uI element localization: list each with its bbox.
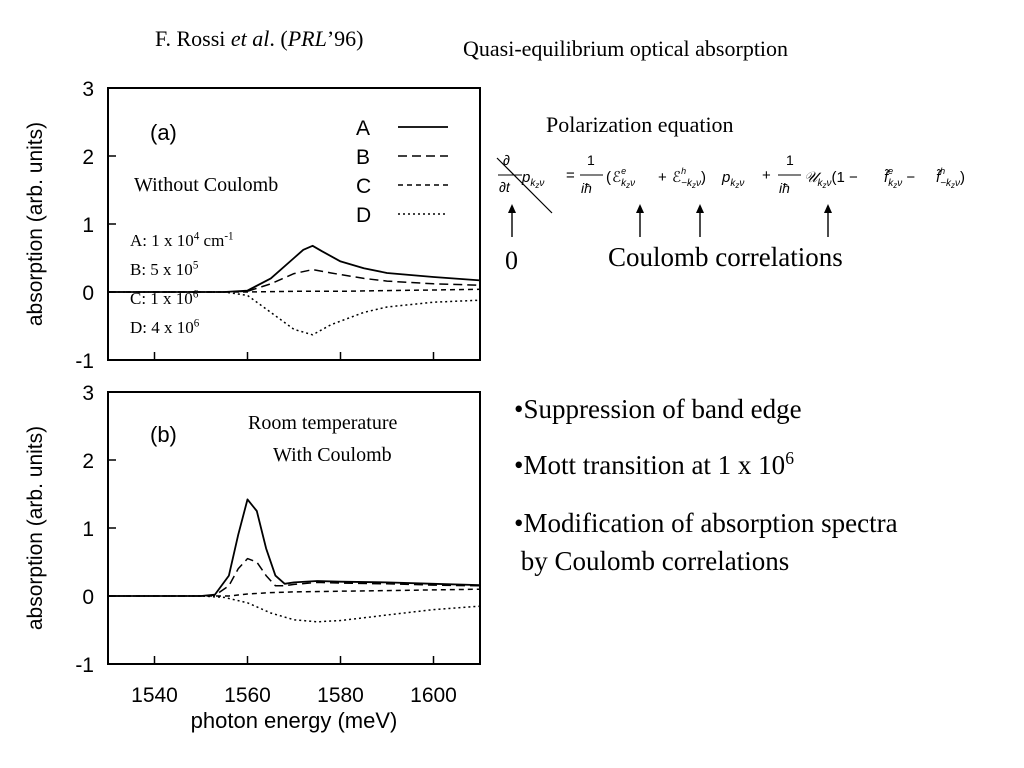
arrow-zero-icon [508, 204, 516, 237]
density-item: C: 1 x 106 [130, 288, 199, 308]
arrow-coulomb-2-icon [696, 204, 704, 237]
panel-a-lines [108, 244, 481, 336]
density-item: D: 4 x 106 [130, 317, 200, 337]
bullet-2: •Mott transition at 1 x 106 [514, 448, 794, 480]
y-tick-label: 0 [82, 282, 94, 305]
svg-text:pkzν: pkzν [521, 169, 544, 190]
y-tick-label: 0 [82, 586, 94, 609]
density-item: B: 5 x 105 [130, 259, 199, 279]
bullet-1: •Suppression of band edge [514, 394, 802, 424]
x-tick-label: 1580 [317, 684, 364, 707]
panel-a-annotation: Without Coulomb [134, 174, 279, 196]
citation-year: ’96) [326, 26, 364, 51]
svg-text:∂t: ∂t [499, 179, 511, 195]
citation-author: F. Rossi [155, 26, 231, 51]
panel-a-ticks: 3 2 1 0 -1 [75, 78, 435, 373]
equation-title: Polarization equation [546, 112, 734, 137]
svg-text:iħ: iħ [779, 180, 790, 196]
panel-b-annotation-line2: With Coulomb [273, 444, 392, 466]
svg-text:+: + [762, 167, 771, 184]
panel-a-label: (a) [150, 120, 177, 145]
x-tick-label: 1540 [131, 684, 178, 707]
legend-label: D [356, 204, 371, 227]
svg-text:pkzν: pkzν [721, 169, 744, 190]
svg-text:𝒰kzν(1 −: 𝒰kzν(1 − [804, 169, 858, 190]
coulomb-correlations-label: Coulomb correlations [608, 242, 843, 272]
x-tick-label: 1600 [410, 684, 457, 707]
arrow-coulomb-3-icon [824, 204, 832, 237]
series-line-c [108, 588, 481, 597]
y-tick-label: -1 [75, 654, 94, 677]
svg-text:iħ: iħ [581, 180, 592, 196]
svg-text:=: = [566, 167, 575, 184]
svg-text:1: 1 [786, 152, 794, 168]
y-tick-label: 1 [82, 214, 94, 237]
zero-label: 0 [505, 246, 518, 275]
svg-text:ℰh−kzν): ℰh −kzν) [672, 166, 706, 190]
arrow-coulomb-1-icon [636, 204, 644, 237]
series-line-a [108, 498, 481, 597]
legend-label: A [356, 117, 370, 140]
y-tick-label: 2 [82, 450, 94, 473]
svg-text:+: + [658, 169, 667, 186]
panel-b-annotation-line1: Room temperature [248, 412, 398, 434]
panel-b-label: (b) [150, 422, 177, 447]
slide-title: Quasi-equilibrium optical absorption [463, 36, 789, 61]
svg-text:(: ( [606, 169, 611, 186]
svg-text:∂: ∂ [503, 152, 510, 168]
y-tick-label: 3 [82, 78, 94, 101]
density-list: A: 1 x 104 cm-1 B: 5 x 105 C: 1 x 106 D: 4 … [130, 226, 234, 342]
y-tick-label: 2 [82, 146, 94, 169]
series-line-d [108, 595, 481, 623]
bullet-3-cont: by Coulomb correlations [514, 546, 790, 576]
panel-b-xlabel: photon energy (meV) [191, 708, 398, 733]
citation-dot: . ( [269, 26, 288, 51]
x-tick-label: 1560 [224, 684, 271, 707]
citation-etal: et al [230, 26, 270, 51]
svg-text:1: 1 [587, 152, 595, 168]
citation: F. Rossi et al. (PRL’96) [155, 26, 364, 52]
panel-b-lines [108, 498, 481, 623]
panel-a-ylabel: absorption (arb. units) [24, 122, 47, 326]
bullet-3: •Modification of absorption spectra [514, 508, 898, 538]
density-item: A: 1 x 104 cm-1 [130, 230, 234, 250]
series-line-b [108, 557, 481, 597]
y-tick-label: 1 [82, 518, 94, 541]
legend-label: B [356, 146, 370, 169]
legend-label: C [356, 175, 371, 198]
panel-b-ticks: 3 2 1 0 -1 1540 1560 1580 1600 [75, 382, 457, 707]
citation-journal: PRL [287, 26, 327, 51]
y-tick-label: 3 [82, 382, 94, 405]
y-tick-label: -1 [75, 350, 94, 373]
polarization-equation: ∂ ∂t pkzν = 1 iħ ( ℰe kzν + ℰh −kzν) pkzν … [498, 152, 965, 196]
panel-b-ylabel: absorption (arb. units) [24, 426, 47, 630]
svg-text:f̃h−kzν): f̃h −kzν) [936, 166, 965, 190]
equation-strike-line [496, 157, 553, 214]
